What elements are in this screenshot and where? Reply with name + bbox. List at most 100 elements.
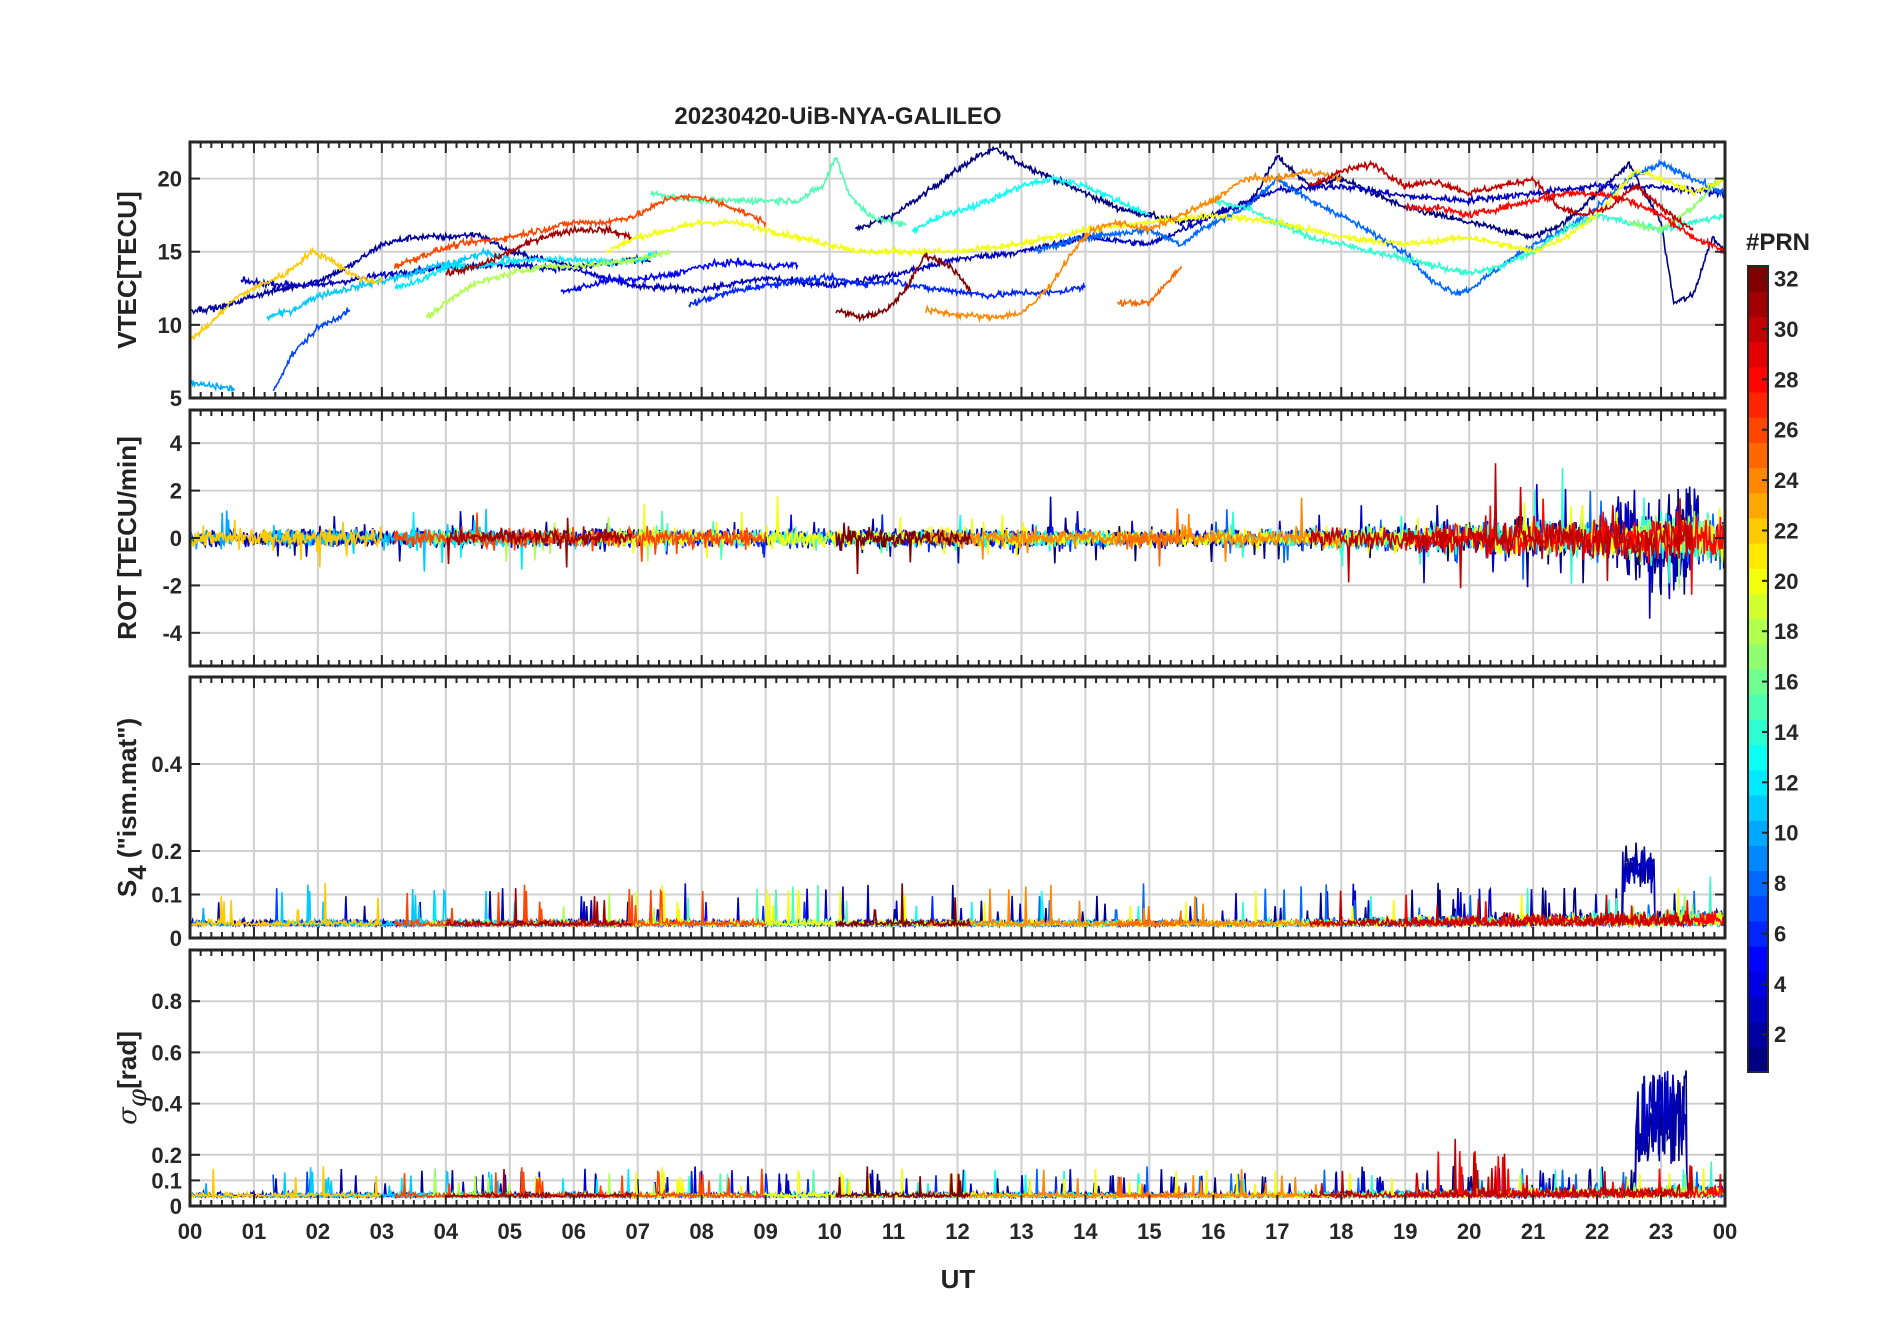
- x-tick-label: 21: [1521, 1219, 1545, 1244]
- colorbar-swatch: [1748, 971, 1768, 998]
- s4-trace-prn-11: [266, 884, 511, 929]
- traces: [189, 842, 1726, 929]
- colorbar-tick-label: 20: [1774, 569, 1798, 594]
- colorbar-swatch: [1748, 996, 1768, 1023]
- vtec-trace-prn-10: [189, 379, 236, 392]
- colorbar-swatch: [1748, 467, 1768, 494]
- colorbar-swatch: [1748, 1021, 1768, 1048]
- colorbar-swatch: [1748, 543, 1768, 569]
- colorbar-swatch: [1748, 694, 1768, 720]
- x-tick-label: 00: [178, 1219, 202, 1244]
- x-axis-label: UT: [941, 1264, 976, 1294]
- vtec-trace-prn-24: [924, 167, 1342, 323]
- vtec-trace-prn-3: [240, 180, 1726, 295]
- y-axis-label: S4 ("ism.mat"): [112, 718, 152, 897]
- y-tick-label: 0.1: [151, 1168, 182, 1193]
- colorbar-swatch: [1748, 316, 1768, 343]
- colorbar-swatch: [1748, 769, 1768, 796]
- s4-trace-prn-22: [189, 883, 383, 929]
- colorbar-swatch: [1748, 442, 1768, 469]
- colorbar-swatch: [1748, 568, 1768, 595]
- colorbar-swatch: [1748, 366, 1768, 393]
- y-tick-label: 0.8: [151, 989, 182, 1014]
- colorbar-swatch: [1748, 719, 1768, 746]
- s4-trace-prn-3: [240, 846, 1726, 929]
- x-tick-label: 12: [945, 1219, 969, 1244]
- x-tick-label: 01: [242, 1219, 266, 1244]
- y-tick-label: 4: [170, 431, 183, 456]
- x-tick-label: 15: [1137, 1219, 1161, 1244]
- colorbar-tick-label: 14: [1774, 720, 1799, 745]
- y-tick-label: 0.6: [151, 1040, 182, 1065]
- colorbar-swatch: [1748, 820, 1768, 846]
- x-tick-label: 07: [625, 1219, 649, 1244]
- traces: [189, 145, 1726, 392]
- sigma-trace-prn-32: [835, 1166, 971, 1199]
- colorbar-swatch: [1748, 417, 1768, 443]
- vtec-trace-prn-31: [445, 223, 632, 277]
- colorbar-tick-label: 6: [1774, 921, 1786, 946]
- vtec-trace-prn-5: [560, 257, 799, 295]
- vtec-trace-prn-1: [855, 145, 1726, 306]
- y-tick-label: 2: [170, 479, 182, 504]
- y-tick-label: 20: [158, 167, 182, 192]
- panel-vtec: 5 10 15 20 VTEC[TECU]: [112, 140, 1727, 411]
- vtec-trace-prn-18: [425, 248, 671, 319]
- y-tick-label: 10: [158, 313, 182, 338]
- traces: [189, 1070, 1726, 1201]
- panel-rot: -4 -2 0 2 4 ROT [TECU/min]: [112, 408, 1727, 668]
- x-tick-label: 16: [1201, 1219, 1225, 1244]
- colorbar-frame: [1747, 265, 1769, 1073]
- x-tick-label: 03: [370, 1219, 394, 1244]
- y-tick-label: -2: [162, 573, 182, 598]
- x-tick-label: 02: [306, 1219, 330, 1244]
- y-tick-label: -4: [162, 621, 182, 646]
- colorbar-tick-label: 30: [1774, 317, 1798, 342]
- x-tick-label: 23: [1649, 1219, 1673, 1244]
- colorbar-tick-label: 2: [1774, 1022, 1786, 1047]
- colorbar-swatch: [1748, 870, 1768, 897]
- colorbar-tick-label: 22: [1774, 518, 1798, 543]
- colorbar-swatch: [1748, 618, 1768, 645]
- y-axis-label: σφ[rad]: [112, 1031, 153, 1125]
- vtec-trace-prn-7: [272, 307, 351, 392]
- vtec-trace-prn-13: [911, 174, 1151, 235]
- y-tick-label: 0: [170, 1194, 182, 1219]
- s4-trace-prn-25: [1116, 906, 1182, 929]
- colorbar-swatch: [1748, 895, 1768, 922]
- colorbar-tick-label: 28: [1774, 367, 1798, 392]
- colorbar-tick-label: 8: [1774, 871, 1786, 896]
- colorbar-swatch: [1748, 845, 1768, 872]
- vtec-trace-prn-32: [835, 252, 972, 323]
- vtec-trace-prn-11: [266, 246, 511, 322]
- vtec-trace-prn-6: [688, 271, 1086, 309]
- colorbar-tick-label: 24: [1774, 468, 1799, 493]
- colorbar-swatch: [1748, 517, 1768, 544]
- sigma-trace-prn-22: [190, 1166, 383, 1200]
- x-tick-label: 22: [1585, 1219, 1609, 1244]
- x-tick-label: 13: [1009, 1219, 1033, 1244]
- y-axis-label: ROT [TECU/min]: [112, 436, 142, 640]
- vtec-trace-prn-22: [189, 246, 383, 341]
- y-tick-label: 15: [158, 240, 182, 265]
- sigma-trace-prn-30: [1308, 1138, 1694, 1200]
- s4-trace-prn-31: [445, 888, 632, 928]
- vtec-trace-prn-2: [189, 231, 652, 316]
- x-tick-label: 18: [1329, 1219, 1353, 1244]
- rot-trace-prn-25: [1116, 508, 1182, 567]
- vtec-trace-prn-20: [605, 168, 1726, 259]
- rot-trace-prn-22: [189, 519, 383, 568]
- colorbar-swatch: [1748, 744, 1768, 771]
- y-tick-label: 0: [170, 526, 182, 551]
- colorbar-swatch: [1748, 643, 1768, 670]
- colorbar-swatch: [1748, 593, 1768, 620]
- traces: [189, 463, 1726, 619]
- colorbar-swatch: [1748, 266, 1768, 292]
- colorbar-tick-label: 16: [1774, 670, 1798, 695]
- x-tick-label: 00: [1713, 1219, 1737, 1244]
- x-tick-label: 11: [882, 1219, 905, 1244]
- colorbar-swatch: [1748, 291, 1768, 317]
- y-tick-label: 0.2: [151, 1143, 182, 1168]
